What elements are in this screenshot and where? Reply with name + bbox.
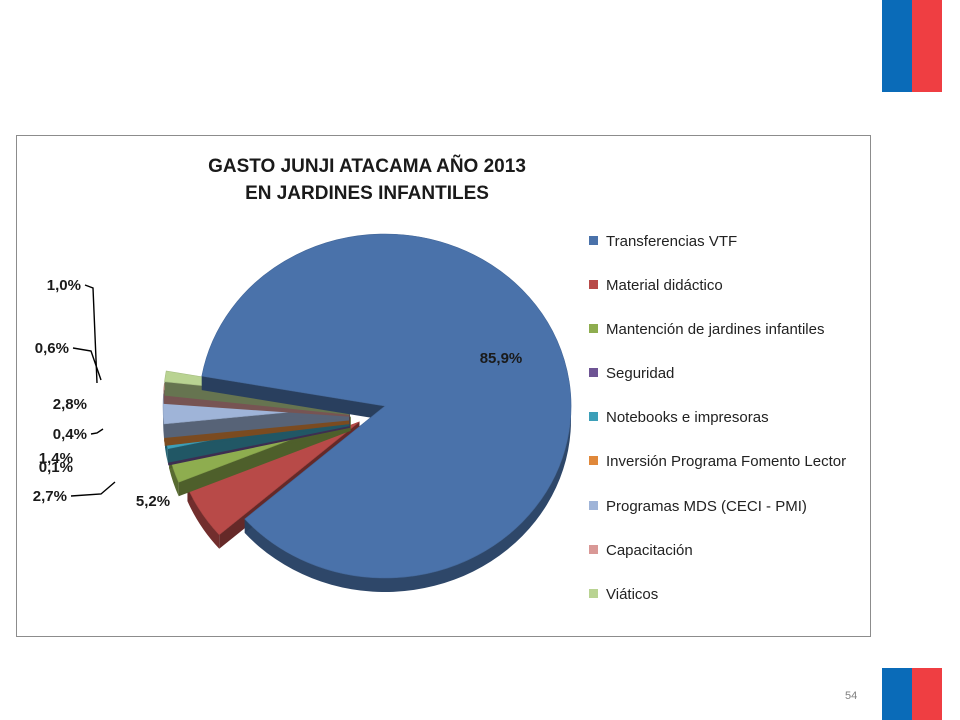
- legend-item: Seguridad: [589, 363, 866, 384]
- legend-label: Viáticos: [606, 586, 659, 603]
- legend-swatch: [589, 501, 598, 510]
- label-leader-line: [90, 428, 104, 435]
- legend-item: Mantención de jardines infantiles: [589, 319, 866, 340]
- label-leader-line: [84, 284, 98, 384]
- legend-label: Mantención de jardines infantiles: [606, 321, 825, 338]
- data-label: 0,4%: [53, 426, 87, 443]
- flag-decoration-top: [882, 0, 942, 92]
- chart-frame: GASTO JUNJI ATACAMA AÑO 2013 EN JARDINES…: [16, 135, 871, 637]
- data-label: 2,7%: [33, 488, 67, 505]
- legend-item: Programas MDS (CECI - PMI): [589, 496, 866, 517]
- legend-label: Inversión Programa Fomento Lector: [606, 453, 847, 470]
- data-label: 0,1%: [39, 459, 73, 476]
- pie-chart: 85,9% 5,2% 2,7% 0,1%1,4% 0,4% 2,8% 0,6% 1,0%: [33, 233, 572, 592]
- legend-swatch: [589, 280, 598, 289]
- legend-item: Capacitación: [589, 540, 866, 561]
- legend-item: Viáticos: [589, 584, 866, 605]
- legend-item: Transferencias VTF: [589, 231, 866, 252]
- flag-red-band: [912, 0, 942, 92]
- legend-label: Material didáctico: [606, 277, 723, 294]
- legend-swatch: [589, 412, 598, 421]
- flag-blue-band: [882, 0, 912, 92]
- legend-label: Seguridad: [606, 365, 675, 382]
- legend-item: Notebooks e impresoras: [589, 407, 866, 428]
- page-number: 54: [845, 690, 858, 702]
- label-leader-line: [70, 481, 116, 497]
- flag-decoration-bottom: [882, 668, 942, 720]
- legend-swatch: [589, 456, 598, 465]
- label-leader-line: [72, 347, 102, 381]
- data-label: 5,2%: [136, 493, 170, 510]
- legend-swatch: [589, 589, 598, 598]
- chart-title-line-1: GASTO JUNJI ATACAMA AÑO 2013: [208, 156, 526, 177]
- data-label: 2,8%: [53, 396, 87, 413]
- chart-title-line-2: EN JARDINES INFANTILES: [245, 183, 489, 204]
- data-label: 0,6%: [35, 340, 69, 357]
- pie-slice: [201, 233, 572, 592]
- legend-swatch: [589, 324, 598, 333]
- legend-item: Inversión Programa Fomento Lector: [589, 451, 866, 472]
- data-label: 1,0%: [47, 277, 81, 294]
- legend-swatch: [589, 236, 598, 245]
- flag-red-band: [912, 668, 942, 720]
- flag-blue-band: [882, 668, 912, 720]
- legend-label: Transferencias VTF: [606, 233, 738, 250]
- legend-label: Programas MDS (CECI - PMI): [606, 498, 807, 515]
- legend-label: Notebooks e impresoras: [606, 409, 769, 426]
- legend-label: Capacitación: [606, 542, 693, 559]
- data-label: 85,9%: [480, 350, 523, 367]
- legend-swatch: [589, 545, 598, 554]
- legend-item: Material didáctico: [589, 275, 866, 296]
- legend-swatch: [589, 368, 598, 377]
- data-label: 1,4%: [39, 450, 73, 467]
